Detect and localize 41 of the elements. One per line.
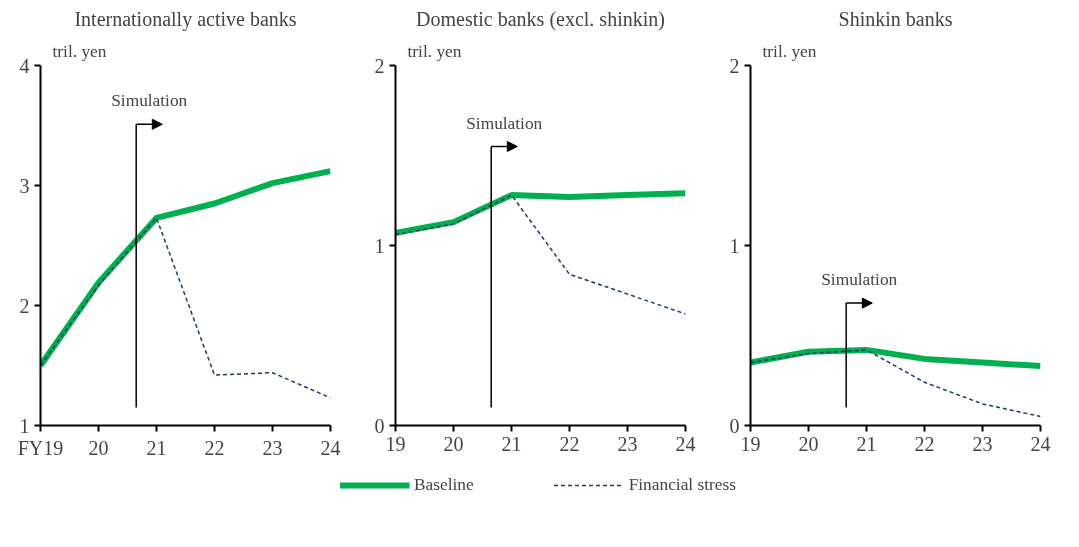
x-tick-label: 20 [443, 432, 464, 455]
x-tick-label: 23 [617, 432, 638, 455]
legend-label: Financial stress [628, 475, 736, 495]
y-tick-label: 2 [19, 294, 30, 317]
x-tick-label: 21 [856, 432, 877, 455]
x-tick-label: 24 [320, 436, 341, 459]
y-tick-label: 1 [19, 414, 30, 437]
x-tick-label: 19 [385, 432, 406, 455]
x-tick-label: 24 [675, 432, 696, 455]
chart-title: Domestic banks (excl. shinkin) [416, 7, 665, 31]
x-tick-label: 22 [914, 432, 935, 455]
x-tick-label: 20 [798, 432, 819, 455]
line-series [395, 194, 686, 315]
legend-label: Baseline [414, 475, 474, 495]
chart-title: Shinkin banks [838, 7, 953, 30]
x-tick-label: 20 [88, 436, 109, 459]
line-series [750, 349, 1041, 418]
x-tick-label: 23 [972, 432, 993, 455]
y-axis-title: tril. yen [52, 41, 107, 61]
x-tick-label: 23 [262, 436, 283, 459]
y-axis-title: tril. yen [762, 41, 817, 61]
x-tick-label: 21 [146, 436, 167, 459]
x-tick-label: 21 [501, 432, 522, 455]
y-tick-label: 1 [729, 234, 740, 257]
ref-line-label: Simulation [111, 91, 188, 111]
y-tick-label: 0 [729, 414, 740, 437]
y-tick-label: 2 [374, 54, 385, 77]
y-tick-label: 0 [374, 414, 385, 437]
ref-line-label: Simulation [466, 113, 543, 133]
ref-line-label: Simulation [821, 270, 898, 290]
y-tick-label: 3 [19, 174, 30, 197]
y-tick-label: 2 [729, 54, 740, 77]
x-tick-label: 19 [740, 432, 761, 455]
x-tick-label: 22 [559, 432, 580, 455]
y-tick-label: 1 [374, 234, 385, 257]
x-tick-label: FY19 [17, 436, 64, 459]
y-tick-label: 4 [19, 54, 30, 77]
x-tick-label: 22 [204, 436, 225, 459]
x-tick-label: 24 [1030, 432, 1051, 455]
chart-title: Internationally active banks [74, 7, 297, 31]
y-axis-title: tril. yen [407, 41, 462, 61]
